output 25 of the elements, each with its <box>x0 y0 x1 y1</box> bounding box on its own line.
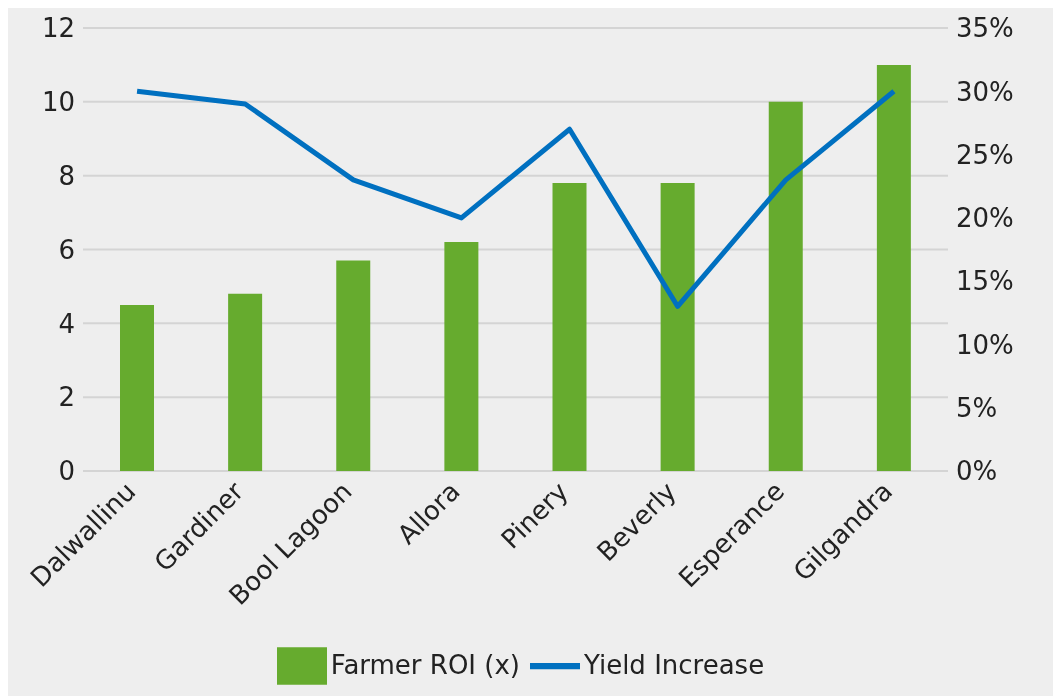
bar <box>552 183 587 471</box>
y2-tick-label: 5% <box>956 392 998 423</box>
bar <box>768 101 803 471</box>
bar <box>228 293 263 471</box>
legend-label: Farmer ROI (x) <box>330 649 520 680</box>
y2-tick-label: 30% <box>956 76 1014 107</box>
bar <box>120 304 154 471</box>
y-tick-label: 4 <box>58 308 75 339</box>
y2-tick-label: 20% <box>956 203 1014 234</box>
y-tick-label: 10 <box>41 87 75 118</box>
y2-tick-label: 35% <box>956 13 1014 44</box>
y-tick-label: 2 <box>58 382 75 413</box>
y2-tick-label: 10% <box>956 329 1014 360</box>
bar <box>336 260 371 471</box>
bar <box>876 64 911 471</box>
y-tick-label: 0 <box>58 456 75 487</box>
legend-label: Yield Increase <box>583 649 765 680</box>
y2-tick-label: 15% <box>956 266 1014 297</box>
bar <box>660 183 695 471</box>
y2-tick-label: 0% <box>956 456 998 487</box>
bar <box>444 242 479 471</box>
y-tick-label: 12 <box>41 13 75 44</box>
y-tick-label: 8 <box>58 160 75 191</box>
y2-tick-label: 25% <box>956 139 1014 170</box>
y-tick-label: 6 <box>58 234 75 265</box>
